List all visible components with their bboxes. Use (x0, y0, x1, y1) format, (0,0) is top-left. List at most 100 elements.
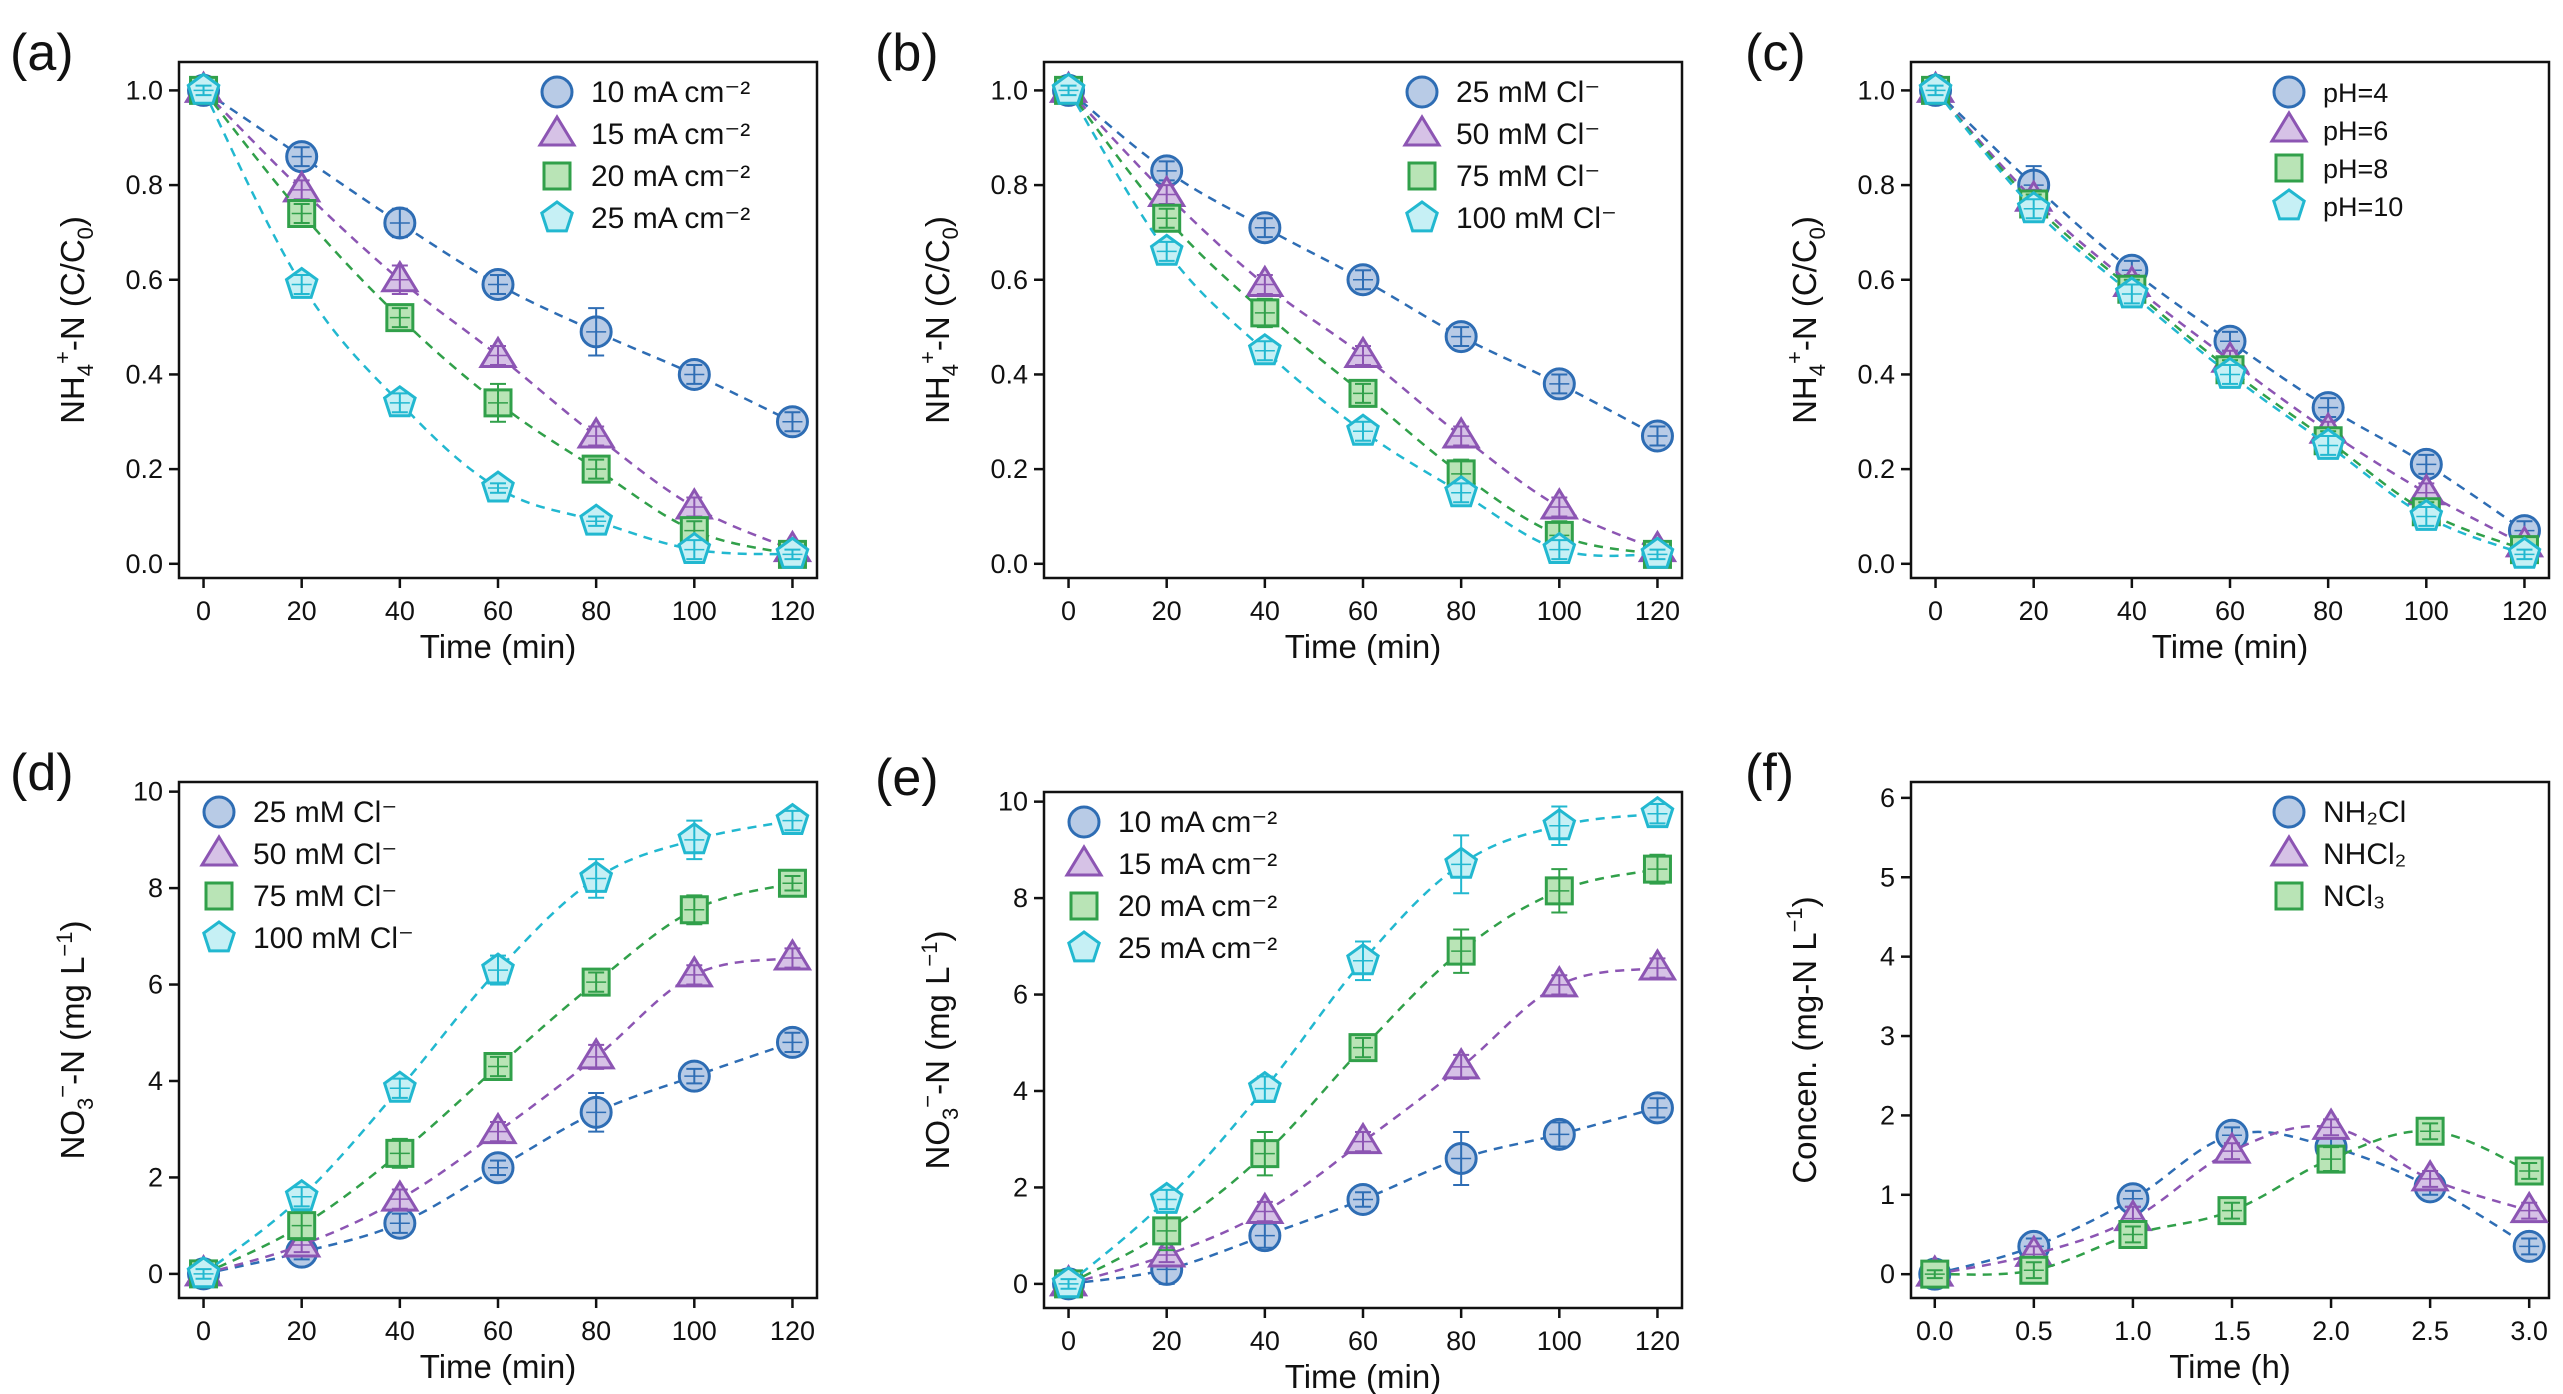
series-0 (187, 73, 809, 439)
y-tick-label: 0.8 (125, 170, 163, 200)
legend-label: 25 mM Cl⁻ (253, 796, 397, 829)
legend-label: 15 mA cm⁻² (1118, 848, 1277, 881)
x-tick-label: 60 (483, 1316, 513, 1346)
series-1 (183, 938, 813, 1287)
y-axis-label: NH4+-N (C/C0) (50, 216, 98, 424)
y-tick-label: 5 (1880, 862, 1895, 892)
y-tick-label: 0.2 (1857, 454, 1895, 484)
series-3 (186, 72, 810, 569)
x-tick-label: 80 (2313, 596, 2343, 626)
y-axis-label-ylabel-main: NO (919, 1120, 956, 1170)
y-axis-label-ylabel-end: ) (54, 216, 91, 227)
series-line (1067, 89, 1658, 558)
legend-label: pH=8 (2323, 154, 2388, 184)
y-axis-label-ylabel-sub: 3 (938, 1108, 963, 1120)
x-tick-label: 60 (1348, 596, 1378, 626)
legend-label: 75 mM Cl⁻ (1456, 160, 1600, 193)
y-tick-label: 0.8 (1857, 170, 1895, 200)
legend: 25 mM Cl⁻ 50 mM Cl⁻ 75 mM Cl⁻ 100 mM Cl⁻ (1402, 75, 1617, 235)
series-3 (186, 802, 810, 1289)
x-tick-label: 20 (2019, 596, 2049, 626)
y-tick-label: 1.0 (990, 75, 1028, 105)
x-tick-label: 20 (1152, 1326, 1182, 1356)
y-axis-label-ylabel-sup: + (50, 351, 75, 364)
y-tick-label: 4 (1013, 1076, 1028, 1106)
x-tick-label: 60 (1348, 1326, 1378, 1356)
legend-label: 10 mA cm⁻² (1118, 806, 1277, 839)
legend-label: pH=6 (2323, 116, 2388, 146)
y-tick-label: 0.6 (125, 265, 163, 295)
y-tick-label: 0.4 (1857, 359, 1895, 389)
x-tick-label: 100 (1537, 1326, 1582, 1356)
legend-label: 50 mM Cl⁻ (1456, 118, 1600, 151)
y-axis-label-ylabel-sub2: 0 (73, 227, 98, 239)
plot-frame (1909, 60, 2551, 580)
legend-label: 100 mM Cl⁻ (253, 922, 414, 955)
panel-label: (d) (10, 744, 74, 802)
legend-label: NCl₃ (2323, 880, 2385, 913)
legend-marker (202, 920, 236, 953)
x-axis-label: Time (min) (2152, 628, 2308, 665)
y-axis-label-ylabel-main: NO (54, 1110, 91, 1160)
panel-label: (e) (875, 749, 939, 807)
x-axis-label: Time (min) (420, 628, 576, 665)
legend-label: 15 mA cm⁻² (591, 118, 750, 151)
legend-label: 50 mM Cl⁻ (253, 838, 397, 871)
legend-marker (2272, 75, 2306, 109)
legend-marker (199, 834, 239, 867)
legend-label: 20 mA cm⁻² (1118, 890, 1277, 923)
legend-label: 20 mA cm⁻² (591, 160, 750, 193)
x-tick-label: 40 (1250, 1326, 1280, 1356)
x-tick-label: 80 (581, 596, 611, 626)
legend-marker (1069, 891, 1099, 921)
y-axis-label-ylabel-sub: 3 (73, 1098, 98, 1110)
x-axis-label: Time (min) (1285, 628, 1441, 665)
y-axis-label-ylabel-sup: + (1782, 351, 1807, 364)
legend-marker (2274, 153, 2304, 183)
x-tick-label: 120 (770, 596, 815, 626)
chart-panel-a: (a)0 20 40 60 80 100 1200.00.20.40.60.81.0Time… (10, 24, 819, 665)
chart-panel-f: (f) 0.0 0.5 1.0 1.5 2.0 2.5 3.0 0 1 2 3 4 5 6 Time (h) C… (1745, 744, 2551, 1385)
legend-label: 25 mA cm⁻² (591, 202, 750, 235)
x-tick-label: 0 (1061, 1326, 1076, 1356)
y-tick-label: 0.0 (125, 549, 163, 579)
x-tick-label: 1.0 (2114, 1316, 2152, 1346)
chart-panel-e: (e) 0 20 40 60 80 100 120 0 2 4 6 8 10 Time (min) NO3−-… (875, 749, 1684, 1394)
x-tick-label: 100 (1537, 596, 1582, 626)
series-3 (1918, 72, 2542, 569)
legend-label: 10 mA cm⁻² (591, 76, 750, 109)
x-tick-label: 3.0 (2510, 1316, 2548, 1346)
y-tick-label: 0.4 (990, 359, 1028, 389)
x-tick-label: 120 (770, 1316, 815, 1346)
y-tick-label: 0.2 (125, 454, 163, 484)
y-axis-label-ylabel-tail: -N (mg L (919, 967, 956, 1095)
y-axis-label-ylabel-end: ) (919, 216, 956, 227)
x-tick-label: 0 (196, 1316, 211, 1346)
legend-marker (1067, 930, 1101, 963)
legend-marker (542, 161, 572, 191)
x-tick-label: 40 (385, 1316, 415, 1346)
y-tick-label: 2 (148, 1162, 163, 1192)
series-3 (1051, 795, 1675, 1299)
x-tick-label: 100 (672, 596, 717, 626)
legend-label: NHCl₂ (2323, 838, 2406, 871)
x-tick-label: 40 (1250, 596, 1280, 626)
y-tick-label: 0 (1013, 1269, 1028, 1299)
y-tick-label: 0 (148, 1259, 163, 1289)
panel-label: (b) (875, 24, 939, 82)
y-tick-label: 6 (1013, 980, 1028, 1010)
legend-label: 25 mM Cl⁻ (1456, 76, 1600, 109)
legend: 25 mM Cl⁻ 50 mM Cl⁻ 75 mM Cl⁻ 100 mM Cl⁻ (199, 795, 414, 955)
legend-marker (1405, 75, 1439, 109)
x-tick-label: 0 (196, 596, 211, 626)
plot-frame (1909, 780, 2551, 1300)
legend-marker (2272, 795, 2306, 829)
x-axis-label: Time (min) (1285, 1358, 1441, 1394)
y-tick-label: 6 (148, 970, 163, 1000)
x-tick-label: 20 (287, 596, 317, 626)
x-axis-label: Time (h) (2169, 1348, 2291, 1385)
chart-panel-c: (c)0 20 40 60 80 100 1200.00.20.40.60.81.0Time… (1745, 24, 2551, 665)
y-tick-label: 4 (1880, 942, 1895, 972)
x-tick-label: 100 (2404, 596, 2449, 626)
series-line (1934, 89, 2525, 556)
